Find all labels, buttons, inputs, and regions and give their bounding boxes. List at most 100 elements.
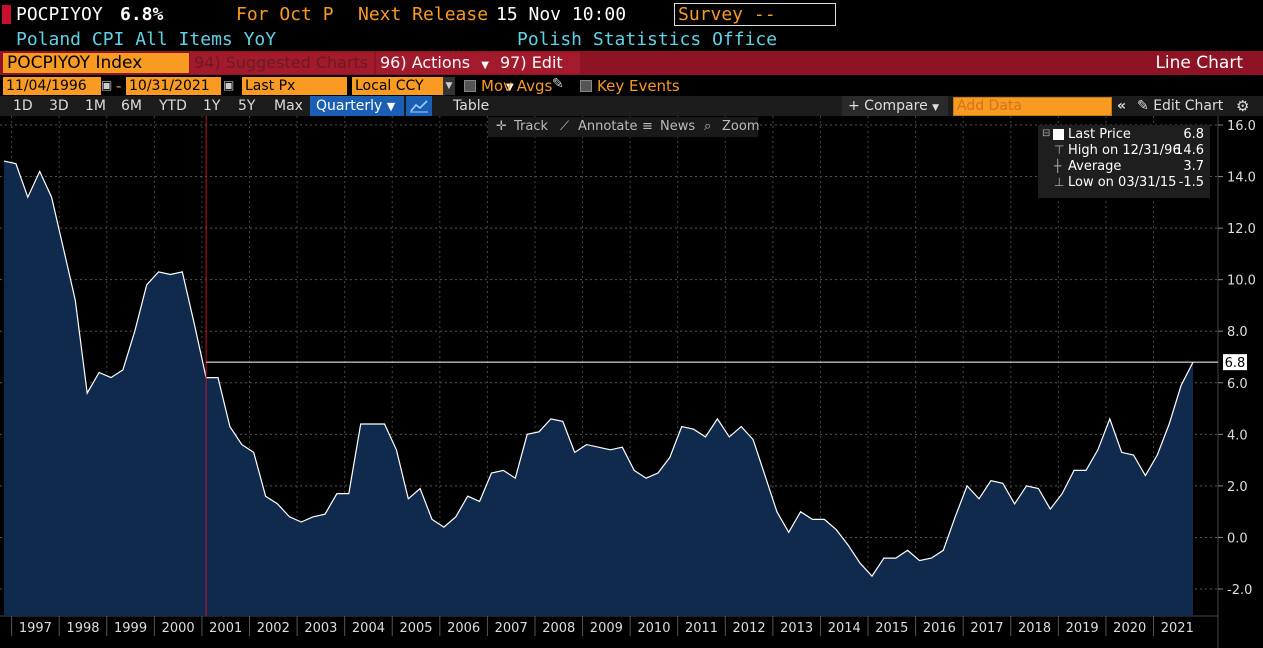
end-date-field[interactable]: 10/31/2021: [126, 77, 221, 95]
y-tick-label: 16.0: [1227, 119, 1256, 134]
news-icon[interactable]: ≡: [642, 119, 653, 134]
key-events-label: Key Events: [597, 77, 680, 95]
currency-select[interactable]: Local CCY: [352, 77, 445, 95]
zoom-tool[interactable]: Zoom: [722, 119, 760, 134]
field-select[interactable]: Last Px: [242, 77, 347, 95]
add-data-input[interactable]: Add Data: [953, 97, 1112, 116]
actions-label: 96) Actions: [380, 53, 471, 72]
y-tick-label: 10.0: [1227, 274, 1256, 289]
x-tick-label: 2015: [875, 621, 908, 636]
x-tick-label: 2016: [923, 621, 956, 636]
compare-button[interactable]: + Compare ▼: [842, 96, 948, 116]
description-row: Poland CPI All Items YoY Polish Statisti…: [0, 28, 1263, 50]
chart-area[interactable]: 16.0 14.0 12.0 10.0 8.0 6.0 4.0 2.0 0.0 -2.0 1997 1…: [0, 116, 1263, 648]
x-tick-label: 2010: [637, 621, 670, 636]
currency-dropdown-icon[interactable]: ▼: [443, 77, 455, 95]
y-tick-label: 0.0: [1227, 531, 1248, 546]
suggested-charts-label: 94) Suggested Charts: [194, 53, 369, 72]
chart-type-label: Line Chart: [1155, 53, 1243, 73]
red-marker: [2, 5, 11, 24]
current-value: 6.8%: [120, 4, 164, 25]
x-tick-label: 2001: [209, 621, 242, 636]
field-value: Last Px: [245, 78, 296, 94]
index-field-text: POCPIYOY Index: [7, 53, 143, 73]
collapse-icon[interactable]: «: [1117, 98, 1127, 114]
x-tick-label: 1997: [19, 621, 52, 636]
y-tick-label: 2.0: [1227, 480, 1248, 495]
range-max[interactable]: Max: [274, 98, 303, 114]
range-1d[interactable]: 1D: [13, 98, 33, 114]
x-tick-label: 2013: [780, 621, 813, 636]
end-calendar-icon[interactable]: ▣: [223, 78, 235, 92]
start-calendar-icon[interactable]: ▣: [101, 78, 113, 92]
edit-chart-button[interactable]: ✎ Edit Chart: [1137, 96, 1229, 116]
survey-label: Survey --: [678, 4, 776, 25]
legend-average-label: Average: [1068, 159, 1122, 174]
x-tick-label: 2005: [399, 621, 432, 636]
x-tick-label: 2006: [447, 621, 480, 636]
edit-button[interactable]: 97) Edit ▼: [496, 52, 580, 93]
x-tick-label: 1999: [114, 621, 147, 636]
mov-avgs-label: Mov Avgs: [481, 77, 553, 95]
edit-chart-pencil-icon: ✎: [1137, 98, 1149, 114]
last-price-swatch: [1053, 129, 1064, 140]
ticker: POCPIYOY: [16, 4, 103, 25]
news-tool[interactable]: News: [660, 119, 696, 134]
range-5y[interactable]: 5Y: [238, 98, 256, 114]
settings-gear-icon[interactable]: ⚙: [1236, 97, 1250, 115]
x-tick-label: 2018: [1018, 621, 1051, 636]
range-1y[interactable]: 1Y: [203, 98, 221, 114]
options-row: 11/04/1996 ▣ - 10/31/2021 ▣ Last Px Loca…: [0, 76, 1263, 96]
line-chart-icon: [410, 100, 428, 113]
range-ytd[interactable]: YTD: [159, 98, 187, 114]
legend-collapse-icon[interactable]: ⊟: [1042, 128, 1051, 139]
chart-tools-bar: ✛ Track ⟋ Annotate ≡ News ⌕ Zoom: [488, 117, 760, 137]
edit-chart-label: Edit Chart: [1153, 98, 1224, 114]
legend-last-price-value: 6.8: [1183, 127, 1204, 142]
survey-box[interactable]: Survey --: [674, 3, 836, 26]
range-1m[interactable]: 1M: [85, 98, 106, 114]
pencil-icon[interactable]: ✎: [552, 76, 564, 92]
key-events-checkbox[interactable]: [580, 80, 592, 92]
last-value-tag-label: 6.8: [1225, 356, 1246, 371]
period-select[interactable]: Quarterly ▼: [310, 96, 404, 116]
range-3d[interactable]: 3D: [49, 98, 69, 114]
track-icon[interactable]: ✛: [496, 119, 507, 134]
command-bar: POCPIYOY Index 94) Suggested Charts 96) …: [0, 51, 1263, 93]
suggested-charts-button[interactable]: 94) Suggested Charts: [190, 52, 374, 74]
for-period: For Oct P: [236, 4, 334, 25]
cpi-chart: 16.0 14.0 12.0 10.0 8.0 6.0 4.0 2.0 0.0 -2.0 1997 1…: [0, 116, 1256, 648]
range-6m[interactable]: 6M: [121, 98, 142, 114]
x-tick-label: 2009: [590, 621, 623, 636]
add-data-placeholder: Add Data: [957, 98, 1022, 114]
legend-low-value: -1.5: [1178, 175, 1204, 190]
compare-dropdown-icon: ▼: [932, 103, 940, 113]
series-line: [3, 160, 1194, 578]
y-tick-label: 8.0: [1227, 325, 1248, 340]
track-tool[interactable]: Track: [514, 119, 549, 134]
source-name: Polish Statistics Office: [517, 29, 778, 50]
index-field[interactable]: POCPIYOY Index: [3, 53, 189, 73]
last-value-tag: [1223, 354, 1247, 371]
zoom-icon[interactable]: ⌕: [704, 119, 712, 134]
annotate-tool[interactable]: Annotate: [578, 119, 638, 134]
security-header: POCPIYOY 6.8% For Oct P Next Release 15 …: [0, 0, 1263, 28]
next-release-label: Next Release: [358, 4, 489, 25]
mov-avgs-checkbox[interactable]: [464, 80, 476, 92]
low-marker-icon: ⊥: [1054, 175, 1065, 189]
x-tick-label: 2012: [733, 621, 766, 636]
line-chart-toggle[interactable]: [406, 96, 432, 116]
x-tick-label: 2020: [1113, 621, 1146, 636]
range-toolbar: 1D 3D 1M 6M YTD 1Y 5Y Max Quarterly ▼ Ta…: [0, 96, 1263, 116]
annotate-icon[interactable]: ⟋: [560, 119, 570, 134]
y-tick-label: 6.0: [1227, 377, 1248, 392]
start-date-field[interactable]: 11/04/1996: [3, 77, 101, 95]
period-value: Quarterly: [316, 98, 383, 114]
legend-average-value: 3.7: [1183, 159, 1204, 174]
chart-legend: ⊟ Last Price 6.8 ⊤ High on 12/31/96 14.6…: [1038, 125, 1210, 198]
legend-last-price-label: Last Price: [1068, 127, 1131, 142]
x-tick-label: 2002: [257, 621, 290, 636]
x-tick-label: 2014: [828, 621, 861, 636]
table-toggle[interactable]: Table: [453, 98, 490, 114]
actions-button[interactable]: 96) Actions ▼: [376, 52, 496, 74]
